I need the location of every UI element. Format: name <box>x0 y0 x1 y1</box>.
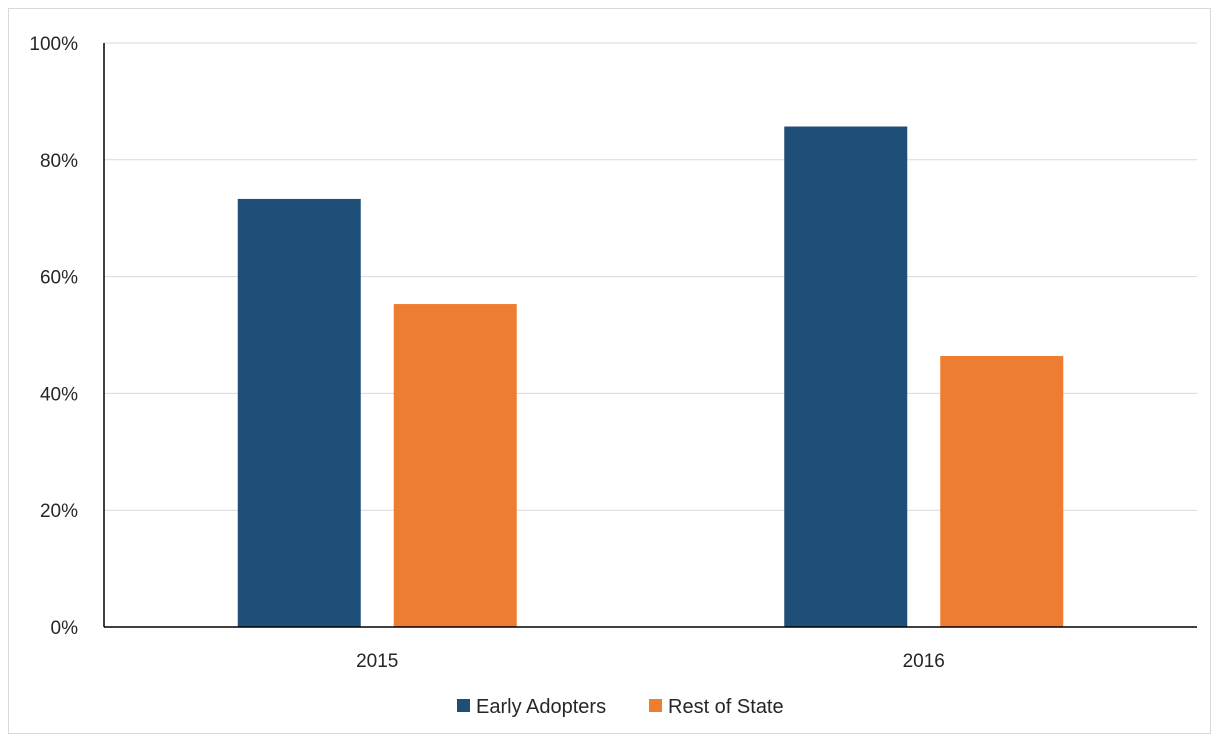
bar-rest-of-state-2015 <box>393 304 517 627</box>
y-axis-tick-labels: 0% 20% 40% 60% 80% 100% <box>29 34 78 639</box>
y-tick-label: 40% <box>40 384 78 405</box>
legend-swatch-early-adopters <box>457 699 470 712</box>
y-tick-label: 20% <box>40 501 78 522</box>
bar-early-adopters-2016 <box>784 126 908 628</box>
x-axis-tick-labels: 2015 2016 <box>356 651 945 672</box>
legend-label: Rest of State <box>668 696 784 718</box>
y-tick-label: 100% <box>29 34 78 55</box>
legend: Early Adopters Rest of State <box>457 696 784 718</box>
x-tick-label: 2015 <box>356 651 398 672</box>
legend-label: Early Adopters <box>476 696 606 718</box>
legend-swatch-rest-of-state <box>649 699 662 712</box>
y-tick-label: 60% <box>40 268 78 289</box>
y-tick-label: 80% <box>40 151 78 172</box>
bars <box>237 126 1064 628</box>
bar-rest-of-state-2016 <box>940 356 1064 627</box>
y-tick-label: 0% <box>51 618 79 639</box>
bar-early-adopters-2015 <box>237 198 361 628</box>
x-tick-label: 2016 <box>903 651 945 672</box>
